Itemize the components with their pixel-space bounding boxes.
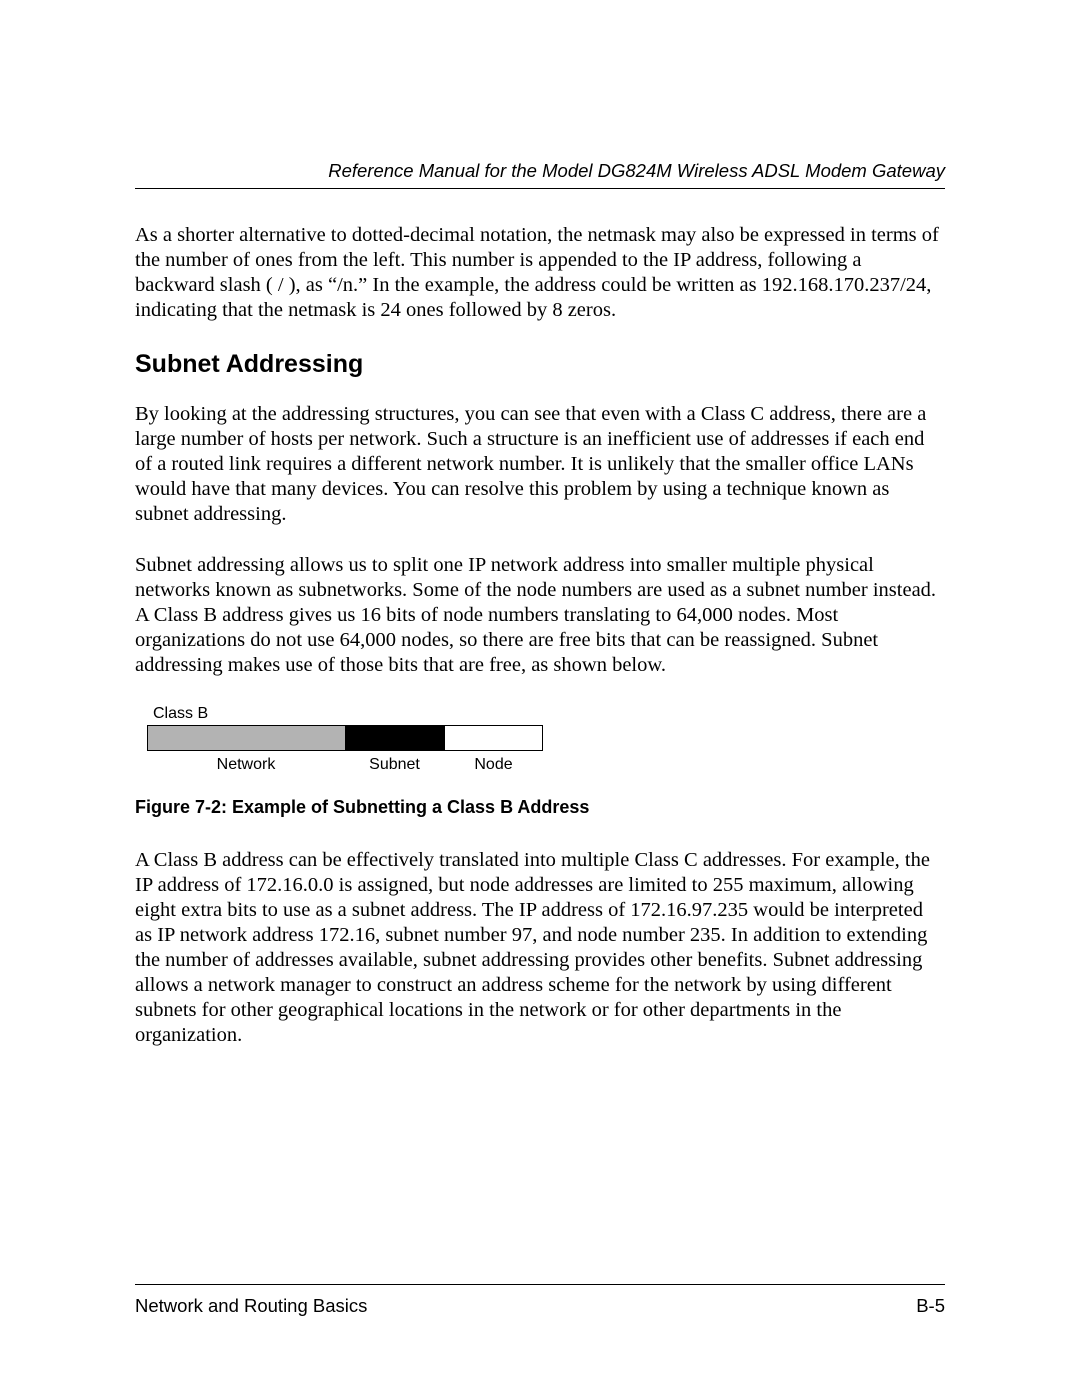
section-heading-subnet-addressing: Subnet Addressing <box>135 349 945 380</box>
page-footer: Network and Routing Basics B-5 <box>135 1284 945 1317</box>
page-body: As a shorter alternative to dotted-decim… <box>135 189 945 1048</box>
figure-bar-labels: Network Subnet Node <box>147 755 543 775</box>
page: Reference Manual for the Model DG824M Wi… <box>0 0 1080 1397</box>
figure-label-node: Node <box>444 755 543 775</box>
figure-class-label: Class B <box>153 704 945 724</box>
figure-segment-node <box>444 726 543 750</box>
paragraph-subnet-3: A Class B address can be effectively tra… <box>135 848 945 1048</box>
figure-label-subnet: Subnet <box>345 755 444 775</box>
figure-classb-subnetting: Class B Network Subnet Node Figure 7-2: … <box>135 704 945 819</box>
figure-segment-subnet <box>345 726 444 750</box>
figure-caption: Figure 7-2: Example of Subnetting a Clas… <box>135 797 945 819</box>
paragraph-subnet-2: Subnet addressing allows us to split one… <box>135 553 945 678</box>
figure-label-network: Network <box>147 755 345 775</box>
footer-row: Network and Routing Basics B-5 <box>135 1285 945 1317</box>
paragraph-subnet-1: By looking at the addressing structures,… <box>135 402 945 527</box>
running-header: Reference Manual for the Model DG824M Wi… <box>135 160 945 188</box>
paragraph-intro-netmask: As a shorter alternative to dotted-decim… <box>135 223 945 323</box>
footer-page-number: B-5 <box>916 1295 945 1317</box>
figure-bitbar <box>147 725 543 751</box>
footer-section-title: Network and Routing Basics <box>135 1295 367 1317</box>
figure-segment-network <box>148 726 345 750</box>
